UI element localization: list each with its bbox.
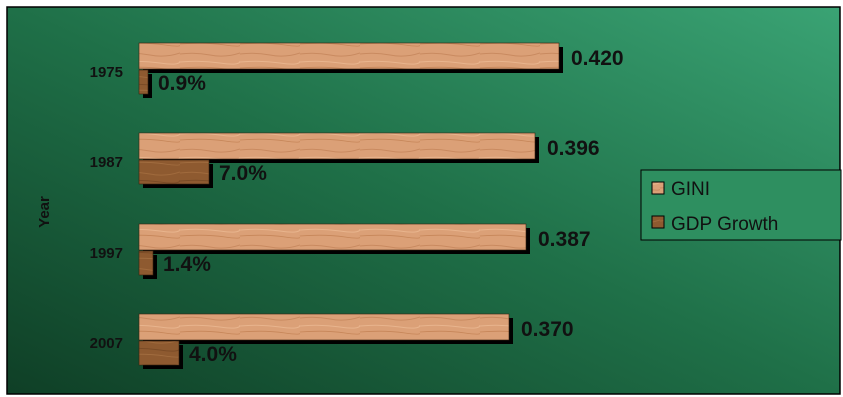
category-label-1987: 1987 (90, 154, 123, 171)
legend-swatch-gini (651, 181, 665, 195)
legend-box (640, 169, 842, 241)
bar-gdp-growth-1975 (138, 69, 149, 95)
legend-label-gdp-growth: GDP Growth (671, 214, 778, 235)
data-label-gini-1975: 0.420 (571, 47, 624, 70)
category-label-1975: 1975 (90, 64, 123, 81)
data-label-gini-1987: 0.396 (547, 137, 600, 160)
bar-gini-1975 (138, 42, 560, 70)
legend-label-gini: GINI (671, 179, 710, 200)
data-label-gdp-growth-1987: 7.0% (219, 162, 267, 185)
category-label-2007: 2007 (90, 335, 123, 352)
y-axis-label: Year (36, 196, 53, 228)
bar-gdp-growth-1997 (138, 250, 154, 276)
data-label-gdp-growth-1997: 1.4% (163, 253, 211, 276)
data-label-gdp-growth-1975: 0.9% (158, 72, 206, 95)
bars-layer (138, 42, 563, 369)
category-label-1997: 1997 (90, 245, 123, 262)
bar-gdp-growth-2007 (138, 340, 180, 366)
bar-gini-2007 (138, 313, 510, 341)
bar-gini-1997 (138, 223, 527, 251)
data-label-gini-1997: 0.387 (538, 228, 591, 251)
labels-layer: 1975 0.420 0.9% 1987 0.396 7.0% 1997 0.387 1.4% 2… (90, 47, 624, 366)
bar-gini-1987 (138, 132, 536, 160)
legend: GINI GDP Growth (640, 169, 842, 241)
legend-swatch-gdp-growth (651, 215, 665, 229)
bar-gdp-growth-1987 (138, 159, 210, 185)
data-label-gini-2007: 0.370 (521, 318, 574, 341)
data-label-gdp-growth-2007: 4.0% (189, 343, 237, 366)
